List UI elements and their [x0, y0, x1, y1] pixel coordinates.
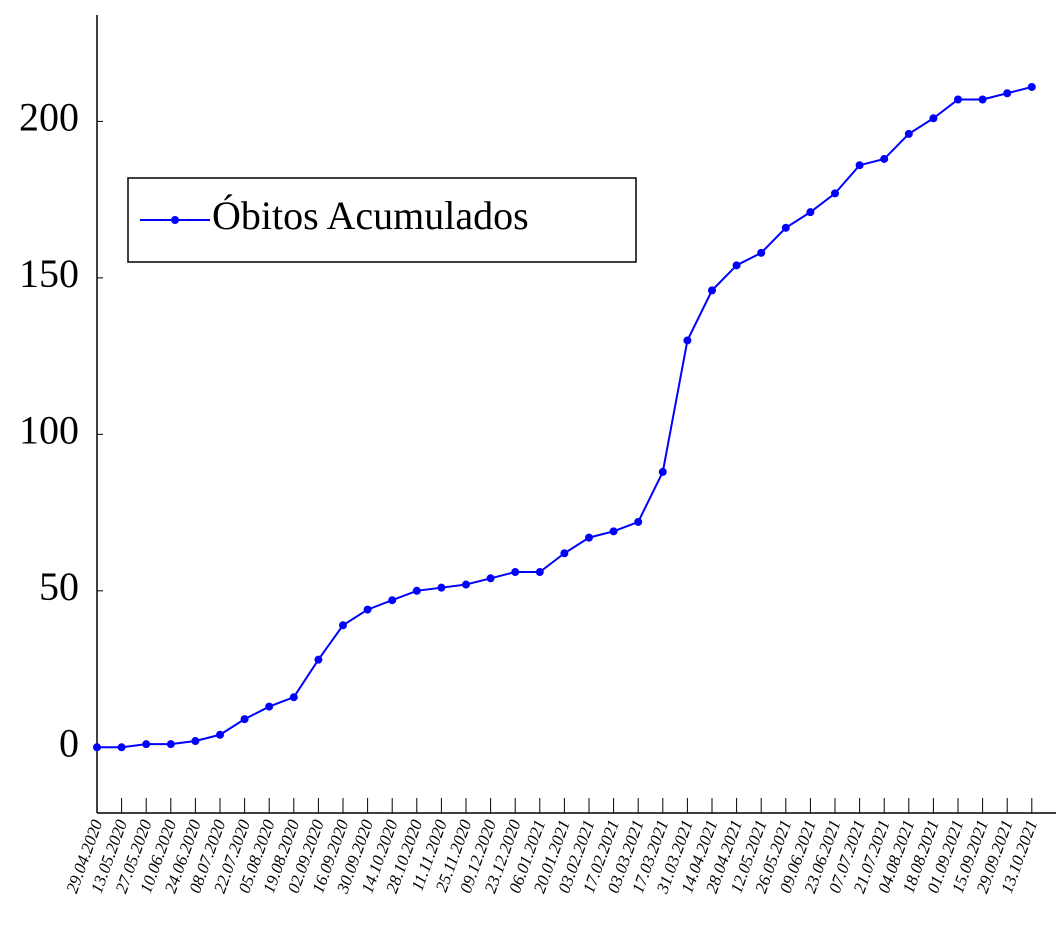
data-point	[658, 467, 667, 476]
data-point	[289, 693, 298, 702]
data-point	[683, 336, 692, 345]
data-point	[1027, 82, 1036, 91]
data-point	[585, 533, 593, 542]
data-point	[880, 154, 889, 163]
data-point	[216, 730, 224, 739]
data-point	[929, 114, 938, 123]
y-tick-label: 100	[19, 408, 79, 453]
data-point	[535, 568, 544, 577]
data-point	[166, 740, 175, 749]
data-point	[462, 580, 470, 589]
data-point	[142, 740, 151, 749]
data-point	[486, 574, 495, 583]
data-point	[634, 517, 643, 526]
legend-label: Óbitos Acumulados	[212, 193, 529, 238]
data-point	[265, 702, 274, 711]
data-point	[560, 549, 569, 558]
data-point	[412, 586, 421, 595]
legend-marker	[171, 216, 179, 224]
data-point	[437, 583, 446, 592]
data-point	[831, 189, 839, 198]
data-point	[363, 605, 372, 614]
data-point	[708, 286, 716, 295]
data-point	[117, 743, 126, 752]
data-point	[904, 129, 913, 138]
data-point	[806, 208, 815, 217]
data-point	[757, 248, 766, 257]
data-point	[240, 715, 249, 724]
legend-box	[127, 177, 637, 263]
data-point	[314, 655, 323, 664]
data-point	[609, 527, 618, 536]
y-tick-label: 50	[39, 564, 79, 609]
data-point	[954, 95, 962, 104]
y-tick-label: 150	[19, 251, 79, 296]
data-point	[339, 621, 347, 630]
y-tick-label: 200	[19, 95, 79, 140]
y-tick-label: 0	[59, 720, 79, 765]
data-point	[855, 161, 864, 170]
data-point	[781, 223, 790, 232]
data-point	[93, 743, 101, 752]
data-point	[978, 95, 987, 104]
data-point	[511, 568, 520, 577]
data-point	[1003, 89, 1012, 98]
data-point	[732, 261, 741, 270]
data-point	[191, 737, 200, 746]
data-point	[388, 596, 397, 605]
